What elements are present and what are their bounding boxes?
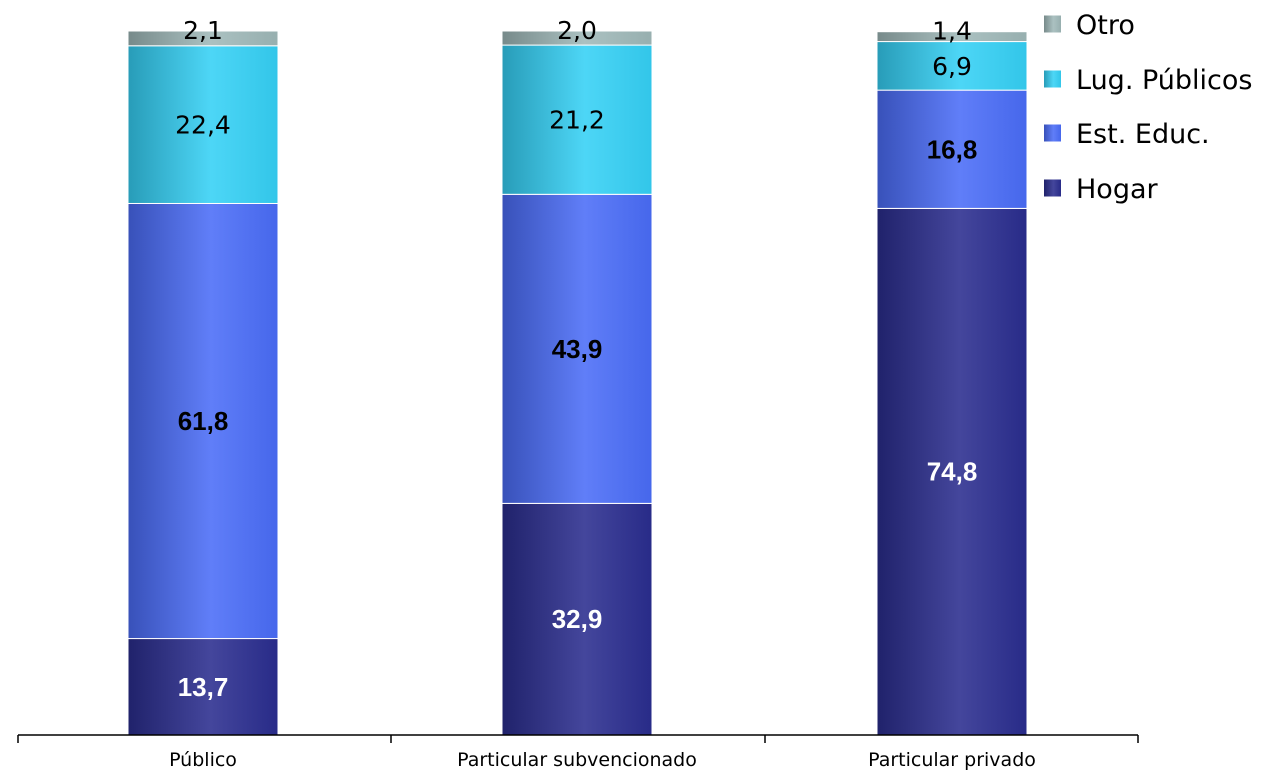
data-label-lug-publicos-publico: 22,4 (175, 111, 231, 140)
data-label-hogar-publico: 13,7 (178, 672, 229, 702)
legend-label-hogar: Hogar (1076, 174, 1159, 205)
legend-swatch-otro (1044, 15, 1061, 33)
data-label-hogar-particular-privado: 74,8 (927, 457, 978, 487)
data-label-otro-particular-subvencionado: 2,0 (557, 16, 597, 45)
data-label-hogar-particular-subvencionado: 32,9 (552, 604, 603, 634)
data-label-est-educ-publico: 61,8 (178, 406, 229, 436)
x-tick-label-particular-privado: Particular privado (868, 749, 1036, 771)
x-tick-label-particular-subvencionado: Particular subvencionado (457, 749, 697, 771)
bar-segment-otro-publico (127, 30, 279, 47)
bar-segment-hogar-publico (127, 638, 279, 736)
legend-label-lug-publicos: Lug. Públicos (1076, 65, 1252, 96)
data-label-otro-particular-privado: 1,4 (932, 17, 972, 46)
bar-segment-lug-publicos-particular-subvencionado (501, 44, 653, 195)
data-label-otro-publico: 2,1 (183, 16, 223, 45)
bar-segment-lug-publicos-particular-privado (876, 41, 1028, 91)
data-label-lug-publicos-particular-privado: 6,9 (932, 52, 972, 81)
bar-segment-hogar-particular-privado (876, 207, 1028, 736)
bar-segment-est-educ-particular-privado (876, 89, 1028, 209)
bar-segment-est-educ-particular-subvencionado (501, 193, 653, 504)
legend-label-otro: Otro (1076, 10, 1135, 41)
bar-segment-hogar-particular-subvencionado (501, 502, 653, 736)
bar-segment-otro-particular-privado (876, 31, 1028, 43)
data-label-est-educ-particular-privado: 16,8 (927, 134, 978, 164)
x-tick-label-publico: Público (169, 749, 237, 771)
legend-swatch-est-educ (1044, 124, 1061, 142)
legend-swatch-lug-publicos (1044, 70, 1061, 88)
data-label-est-educ-particular-subvencionado: 43,9 (552, 334, 603, 364)
legend-label-est-educ: Est. Educ. (1076, 119, 1210, 150)
data-label-lug-publicos-particular-subvencionado: 21,2 (549, 106, 605, 135)
bar-segment-est-educ-publico (127, 202, 279, 640)
bar-segment-otro-particular-subvencionado (501, 30, 653, 46)
legend-swatch-hogar (1044, 179, 1061, 197)
